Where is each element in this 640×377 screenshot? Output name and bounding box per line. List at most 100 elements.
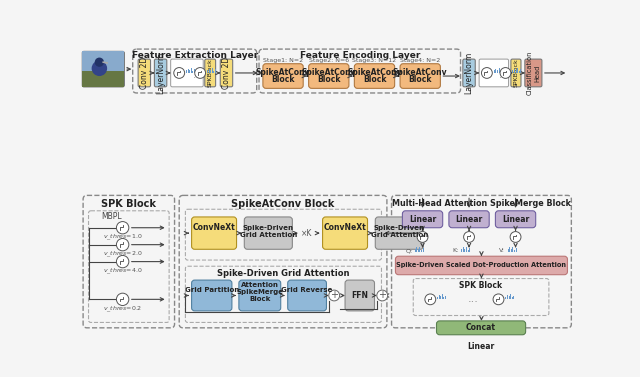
Circle shape	[116, 239, 129, 251]
Circle shape	[195, 67, 205, 78]
Bar	[83, 70, 124, 87]
Text: Block: Block	[317, 75, 340, 84]
Text: Spike-Driven Scaled Dot-Production Attention: Spike-Driven Scaled Dot-Production Atten…	[396, 262, 566, 268]
Circle shape	[481, 67, 492, 78]
FancyBboxPatch shape	[449, 211, 489, 228]
Bar	[422, 248, 424, 251]
Text: Linear: Linear	[502, 215, 529, 224]
Bar	[461, 249, 462, 251]
FancyBboxPatch shape	[308, 64, 349, 88]
FancyBboxPatch shape	[83, 51, 124, 87]
Bar	[419, 247, 420, 251]
FancyBboxPatch shape	[205, 59, 216, 87]
Text: LayerNorm: LayerNorm	[465, 52, 474, 94]
FancyBboxPatch shape	[244, 217, 292, 249]
Bar	[469, 248, 470, 251]
Bar	[514, 250, 515, 251]
Text: :: :	[193, 69, 196, 80]
Text: Concat: Concat	[466, 323, 495, 333]
Text: FFN: FFN	[351, 291, 368, 300]
Bar	[194, 69, 195, 73]
Text: ConvNeXt: ConvNeXt	[193, 223, 236, 232]
FancyBboxPatch shape	[355, 64, 395, 88]
Text: MBPL: MBPL	[102, 213, 122, 221]
Bar	[509, 247, 510, 251]
Bar	[467, 250, 468, 251]
FancyBboxPatch shape	[220, 59, 233, 87]
Bar	[518, 71, 520, 73]
Text: SPK Block: SPK Block	[459, 281, 502, 290]
Bar	[189, 70, 190, 73]
Bar	[210, 70, 211, 73]
Text: ...: ...	[467, 294, 478, 304]
Text: SPKBlock: SPKBlock	[513, 58, 518, 87]
FancyBboxPatch shape	[345, 280, 374, 311]
Circle shape	[95, 58, 104, 67]
Text: Linear: Linear	[409, 215, 436, 224]
Bar	[186, 70, 187, 73]
Bar	[439, 295, 440, 299]
FancyBboxPatch shape	[239, 280, 281, 311]
Text: Block: Block	[363, 75, 387, 84]
Bar	[437, 297, 438, 299]
Circle shape	[116, 293, 129, 305]
Bar	[494, 70, 495, 73]
Bar	[511, 297, 513, 299]
FancyBboxPatch shape	[436, 321, 525, 335]
Bar	[191, 68, 192, 73]
Text: Conv 2D: Conv 2D	[222, 57, 231, 89]
Bar	[514, 69, 515, 73]
Circle shape	[116, 256, 129, 268]
Bar	[418, 248, 419, 251]
Bar	[207, 70, 208, 73]
Bar	[497, 70, 498, 73]
Circle shape	[92, 61, 107, 76]
Text: Feature Encoding Layer: Feature Encoding Layer	[300, 51, 420, 60]
Bar	[83, 51, 124, 70]
Bar	[511, 248, 512, 251]
Bar	[508, 249, 509, 251]
Bar	[421, 250, 422, 251]
FancyBboxPatch shape	[479, 59, 509, 87]
Circle shape	[417, 231, 428, 242]
FancyBboxPatch shape	[375, 217, 423, 249]
FancyBboxPatch shape	[436, 339, 525, 353]
Text: $v\_thres$=4.0: $v\_thres$=4.0	[103, 267, 143, 276]
Circle shape	[510, 231, 521, 242]
Text: $v\_thres$=0.2: $v\_thres$=0.2	[103, 305, 142, 314]
Text: :: :	[499, 69, 502, 80]
FancyBboxPatch shape	[396, 256, 568, 275]
Bar	[507, 295, 508, 299]
Circle shape	[425, 294, 436, 305]
Bar	[444, 297, 445, 299]
Bar	[520, 69, 521, 73]
FancyBboxPatch shape	[138, 59, 150, 87]
Text: Grid Attention: Grid Attention	[240, 233, 297, 238]
Text: Grid Reverse: Grid Reverse	[282, 287, 333, 293]
FancyBboxPatch shape	[263, 64, 303, 88]
Bar	[517, 68, 518, 73]
Text: Grid Partition: Grid Partition	[184, 287, 239, 293]
Text: SpikeAtConv Block: SpikeAtConv Block	[232, 199, 335, 209]
Bar	[442, 294, 443, 299]
Bar	[415, 249, 416, 251]
Text: Block: Block	[249, 296, 271, 302]
FancyBboxPatch shape	[463, 59, 476, 87]
Text: $v\_thres$=1.0: $v\_thres$=1.0	[103, 233, 143, 242]
Bar	[466, 247, 467, 251]
Circle shape	[116, 222, 129, 234]
FancyBboxPatch shape	[403, 211, 443, 228]
Text: Spike-Driven: Spike-Driven	[374, 225, 425, 231]
Text: Stage1: N=2: Stage1: N=2	[263, 58, 303, 63]
Text: Q:: Q:	[406, 248, 413, 253]
Text: SPK Block: SPK Block	[101, 199, 156, 209]
Text: Attention: Attention	[241, 282, 279, 288]
Text: SPKBlock: SPKBlock	[208, 58, 212, 87]
Circle shape	[377, 290, 388, 301]
Bar	[440, 296, 442, 299]
Bar	[215, 69, 216, 73]
Text: Feature Extraction Layer: Feature Extraction Layer	[132, 51, 258, 60]
Text: ×K: ×K	[301, 228, 313, 238]
FancyBboxPatch shape	[525, 59, 542, 87]
Text: Block: Block	[408, 75, 432, 84]
